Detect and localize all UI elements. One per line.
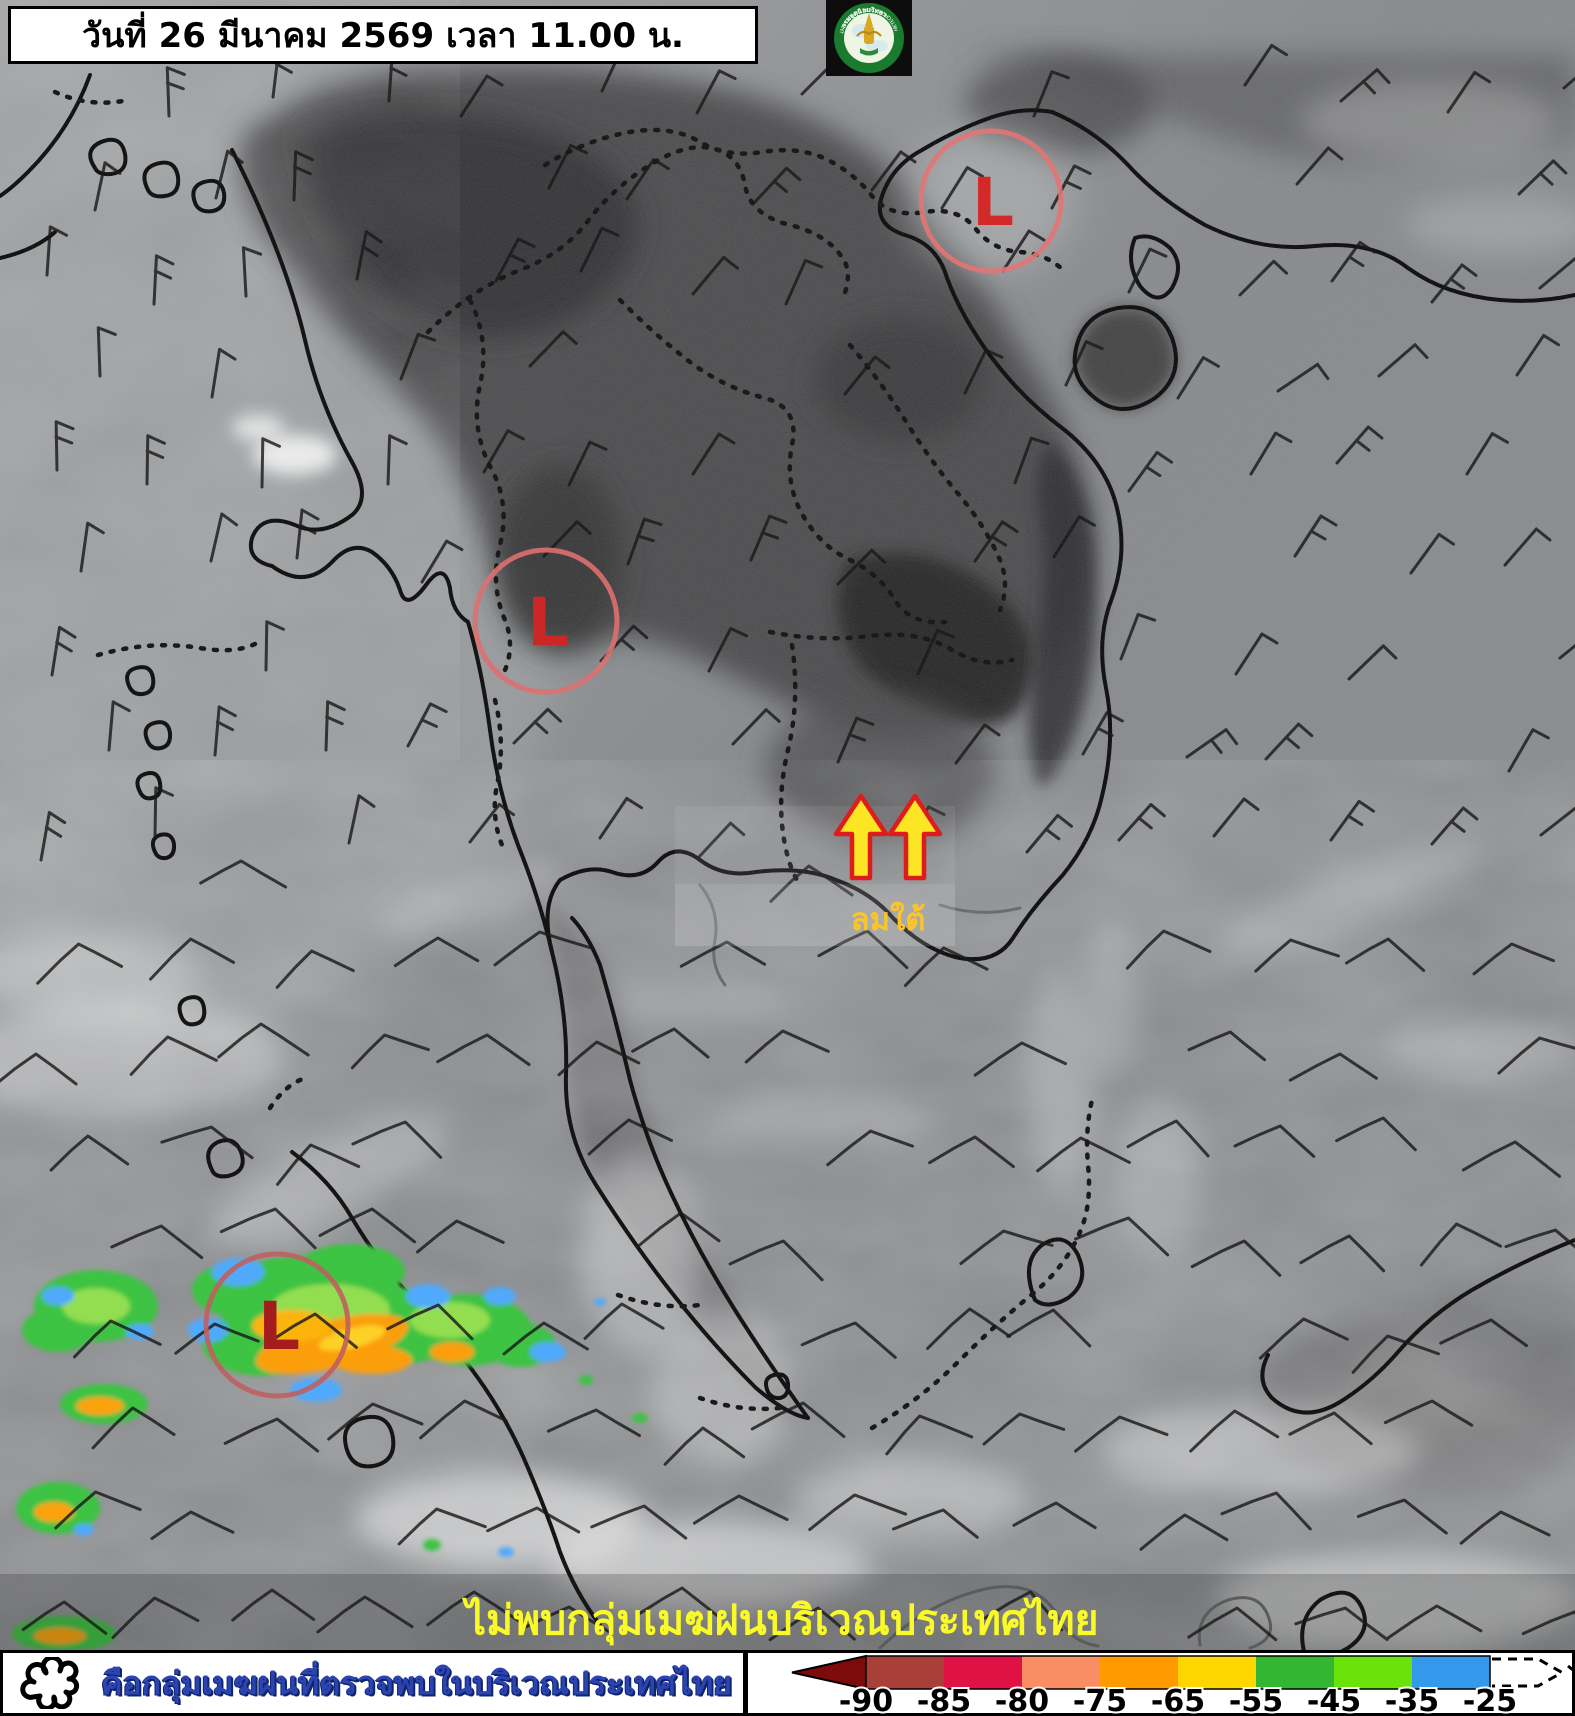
scale-tick-label: -25 <box>1463 1684 1517 1715</box>
scale-tick-label: -65 <box>1151 1684 1205 1715</box>
scale-color-segment <box>1412 1656 1490 1689</box>
temperature-scale: -90 -85 -80 -75 -65 -55 -45 -35 -25 <box>746 1650 1575 1716</box>
tmd-logo-badge: กรมอุตุนิยมวิทยา METEOROLOGICAL DEPARTME… <box>826 0 912 76</box>
cloud-legend-text: คือกลุ่มเมฆฝนที่ตรวจพบในบริเวณประเทศไทย <box>101 1663 732 1702</box>
cloud-icon <box>20 1657 80 1709</box>
scale-tick-label: -90 <box>839 1684 893 1715</box>
scale-dash-end <box>1567 1664 1575 1674</box>
temperature-scale-bar: -90 -85 -80 -75 -65 -55 -45 -35 -25 <box>791 1654 1575 1716</box>
scale-tick-label: -80 <box>995 1684 1049 1715</box>
scale-tick-label: -55 <box>1229 1684 1283 1715</box>
scale-tick-label: -75 <box>1073 1684 1127 1715</box>
date-text: วันที่ 26 มีนาคม 2569 เวลา 11.00 น. <box>82 16 684 56</box>
scale-color-segment <box>1178 1656 1256 1689</box>
scale-tick-label: -85 <box>917 1684 971 1715</box>
film-grain-overlay <box>0 0 1575 1650</box>
date-banner: วันที่ 26 มีนาคม 2569 เวลา 11.00 น. <box>8 6 758 64</box>
legend-bar: คือกลุ่มเมฆฝนที่ตรวจพบในบริเวณประเทศไทย … <box>0 1650 1575 1716</box>
scale-outline <box>865 1655 1491 1690</box>
scale-color-segment <box>1256 1656 1334 1689</box>
scale-color-segment <box>1022 1656 1100 1689</box>
scale-color-segment <box>944 1656 1022 1689</box>
tmd-logo-icon: กรมอุตุนิยมวิทยา METEOROLOGICAL DEPARTME… <box>834 3 904 73</box>
scale-tick-label: -45 <box>1307 1684 1361 1715</box>
scale-right-dashed-arrow <box>1492 1657 1566 1688</box>
scale-color-segment <box>866 1656 944 1689</box>
cloud-legend: คือกลุ่มเมฆฝนที่ตรวจพบในบริเวณประเทศไทย <box>0 1650 746 1716</box>
scale-color-segment <box>1334 1656 1412 1689</box>
scale-tick-label: -35 <box>1385 1684 1439 1715</box>
scale-color-segment <box>1100 1656 1178 1689</box>
